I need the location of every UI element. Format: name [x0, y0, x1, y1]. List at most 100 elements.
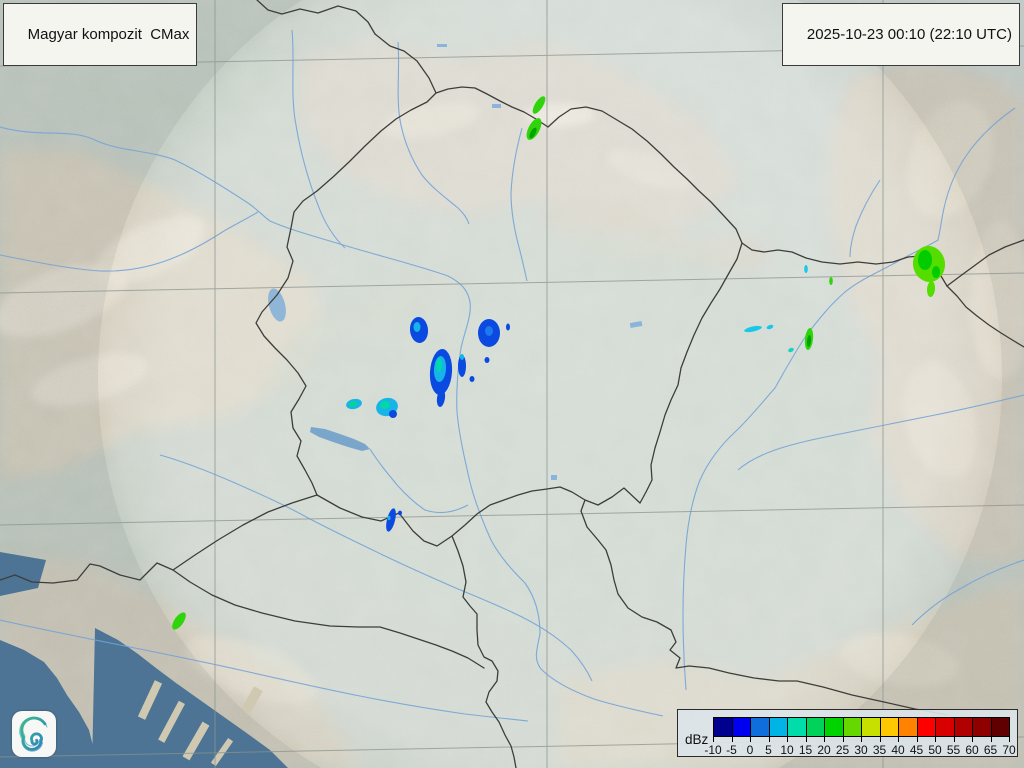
timestamp-label: 2025-10-23 00:10 (22:10 UTC) — [806, 26, 1012, 43]
legend-tick — [1009, 737, 1010, 742]
river-mures — [737, 394, 1024, 471]
legend-tick — [990, 737, 992, 742]
legend-tick — [731, 737, 733, 742]
legend-tick-value: 5 — [765, 743, 772, 757]
legend-tick — [787, 737, 788, 742]
legend-color-scale — [713, 717, 1010, 737]
dbz-legend-panel: dBz -10 -5 0 5 10 15 20 25 30 35 40 45 50 55 60 65 70 — [677, 709, 1018, 757]
legend-tick — [879, 737, 881, 742]
legend-color-cell — [824, 717, 844, 737]
border-romania-ukraine — [946, 285, 1024, 348]
border-slovakia-north — [435, 86, 948, 287]
lake-balaton — [310, 427, 370, 451]
border-czech — [256, 0, 376, 35]
river-hron — [510, 127, 528, 282]
legend-color-cell — [916, 717, 936, 737]
legend-color-cell — [768, 717, 788, 737]
legend-tick-value: 55 — [946, 743, 961, 757]
radar-echo — [413, 322, 421, 332]
radar-echo — [484, 357, 490, 363]
radar-echo-layer — [172, 96, 946, 630]
river-bodrog — [849, 179, 881, 258]
radar-echo — [788, 347, 794, 353]
legend-tick-value: 45 — [909, 743, 924, 757]
legend-unit-label: dBz — [685, 732, 709, 747]
radar-echo — [829, 277, 833, 285]
lakes — [268, 44, 643, 480]
product-label-box: Magyar kompozit CMax — [3, 3, 198, 66]
river-morava — [291, 29, 346, 249]
river-southeast — [911, 559, 1024, 626]
legend-tick-value: 15 — [798, 743, 813, 757]
legend-tick-value: 60 — [965, 743, 979, 757]
radar-echo — [458, 355, 466, 377]
legend-tick — [972, 737, 973, 742]
legend-tick — [953, 737, 955, 742]
river-austrian-danube-arm — [0, 211, 259, 272]
legend-tick-value: 65 — [983, 743, 998, 757]
legend-color-cell — [898, 717, 918, 737]
radar-echo — [766, 324, 774, 330]
border-hungary-romania — [639, 242, 743, 504]
product-label: Magyar kompozit CMax — [27, 26, 190, 43]
radar-echo — [529, 127, 537, 139]
radar-echo — [172, 612, 186, 630]
radar-echo — [398, 510, 402, 516]
legend-tick-value: 0 — [746, 743, 754, 757]
legend-tick — [768, 737, 770, 742]
legend-color-cell — [805, 717, 825, 737]
legend-color-cell — [713, 717, 733, 737]
legend-tick-labels: -10 -5 0 5 10 15 20 25 30 35 40 45 50 55 60 65 70 — [704, 743, 1015, 757]
legend-color-cell — [935, 717, 955, 737]
border-croatia-bosnia — [172, 569, 485, 669]
legend-tick — [805, 737, 807, 742]
islands — [137, 680, 263, 767]
radar-echo — [926, 281, 936, 297]
radar-echo — [804, 265, 808, 273]
lake-tisza — [629, 320, 643, 328]
legend-tick-value: -10 — [704, 743, 722, 757]
radar-echo — [932, 266, 940, 278]
radar-echo — [485, 326, 493, 336]
legend-color-cell — [990, 717, 1010, 737]
river-danube — [0, 126, 664, 717]
legend-tick — [824, 737, 825, 742]
legend-tick — [861, 737, 862, 742]
legend-tick-value: 20 — [817, 743, 831, 757]
radar-echo — [744, 325, 762, 333]
legend-color-cell — [842, 717, 862, 737]
legend-color-cell — [731, 717, 751, 737]
radar-echo — [435, 358, 443, 372]
radar-echo — [386, 508, 396, 532]
river-sava — [0, 619, 529, 722]
legend-color-cell — [953, 717, 973, 737]
radar-echo — [380, 400, 390, 410]
legend-tick-value: 35 — [872, 743, 887, 757]
radar-echo — [349, 401, 357, 407]
legend-tick — [750, 737, 751, 742]
river-drava — [159, 454, 593, 682]
legend-ticks — [713, 737, 1010, 742]
legend-tick — [842, 737, 844, 742]
legend-color-cell — [750, 717, 770, 737]
radar-echo — [389, 410, 397, 418]
legend-color-cell — [879, 717, 899, 737]
legend-color-cell — [787, 717, 807, 737]
legend-tick — [898, 737, 899, 742]
hungaromet-logo — [12, 711, 56, 757]
border-croatia-serbia — [451, 535, 517, 768]
lake-neusiedl — [268, 288, 286, 322]
radar-echo — [469, 376, 475, 382]
river-sio — [369, 448, 469, 514]
border-ukraine-ne — [946, 239, 1024, 287]
legend-tick-value: 40 — [891, 743, 905, 757]
legend-tick-value: 50 — [928, 743, 942, 757]
radar-echo — [806, 335, 812, 347]
swirl-icon — [19, 716, 48, 752]
legend-tick-value: 10 — [780, 743, 794, 757]
radar-echo — [506, 323, 510, 331]
legend-tick — [713, 737, 714, 742]
